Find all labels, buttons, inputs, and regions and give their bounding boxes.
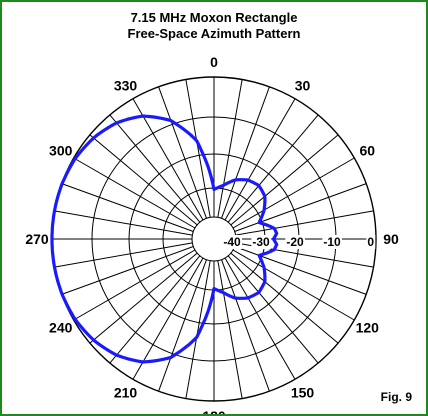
- grid-spoke: [221, 86, 270, 219]
- grid-spoke: [132, 257, 204, 380]
- grid-hub: [193, 218, 235, 260]
- ring-labels: -40 -30 -20 -10 0: [222, 235, 376, 249]
- pattern-series: [50, 114, 279, 364]
- grid-spoke: [224, 257, 296, 380]
- grid-spoke: [230, 134, 339, 226]
- grid-spoke: [221, 259, 270, 392]
- grid-spoke: [61, 246, 194, 295]
- grid-spoke: [185, 260, 211, 399]
- angle-label: 60: [359, 143, 375, 159]
- ring-label-backing: [285, 235, 305, 249]
- ring-label: -10: [323, 235, 341, 249]
- ring-label-backing: [322, 235, 342, 249]
- grid-spoke: [224, 98, 296, 221]
- grid-spoke: [89, 252, 198, 344]
- grid-spoke: [73, 157, 196, 229]
- grid-spoke: [234, 183, 367, 232]
- grid-spoke: [217, 79, 243, 218]
- angle-labels: 0 30 60 90 120 150 180 210 240 270 300 330: [25, 54, 399, 414]
- angle-label: 210: [114, 384, 138, 400]
- grid-spoke: [158, 259, 207, 392]
- grid-spoke: [232, 157, 355, 229]
- chart-subtitle: Free-Space Azimuth Pattern: [127, 26, 301, 41]
- chart-title: 7.15 MHz Moxon Rectangle: [130, 10, 298, 25]
- pattern-line: [50, 114, 279, 364]
- grid-spoke: [73, 249, 196, 321]
- grid-spoke: [234, 246, 367, 295]
- angle-label: 180: [202, 408, 226, 414]
- ring-label: -30: [252, 235, 270, 249]
- grid-spoke: [54, 242, 193, 268]
- angle-label: 300: [49, 143, 73, 159]
- ring-label: 0: [367, 235, 374, 249]
- grid-spoke: [109, 114, 201, 223]
- angle-label: 90: [383, 231, 399, 247]
- grid-spoke: [54, 210, 193, 236]
- ring-label: -20: [286, 235, 304, 249]
- angle-label: 240: [49, 320, 73, 336]
- grid-spoke: [227, 255, 319, 364]
- grid-spoke: [61, 183, 194, 232]
- angle-label: 30: [295, 78, 311, 94]
- grid-spoke: [132, 98, 204, 221]
- figure-label: Fig. 9: [380, 390, 412, 404]
- ring-label-backing: [251, 235, 271, 249]
- angle-label: 0: [210, 54, 218, 70]
- grid-spoke: [235, 210, 374, 236]
- ring-label-backing: [222, 235, 242, 249]
- grid-spoke: [109, 255, 201, 364]
- grid-spoke: [230, 252, 339, 344]
- grid-spoke: [158, 86, 207, 219]
- grid-spoke: [232, 249, 355, 321]
- title-block: 7.15 MHz Moxon Rectangle Free-Space Azim…: [2, 10, 426, 42]
- grid-spoke: [227, 114, 319, 223]
- angle-label: 270: [25, 231, 49, 247]
- ring-label-backing: [366, 235, 376, 249]
- grid-spoke: [185, 79, 211, 218]
- grid-spoke: [89, 134, 198, 226]
- angle-label: 330: [114, 78, 138, 94]
- angle-label: 150: [291, 384, 315, 400]
- ring-label: -40: [223, 235, 241, 249]
- grid-spoke: [217, 260, 243, 399]
- angle-label: 120: [356, 320, 380, 336]
